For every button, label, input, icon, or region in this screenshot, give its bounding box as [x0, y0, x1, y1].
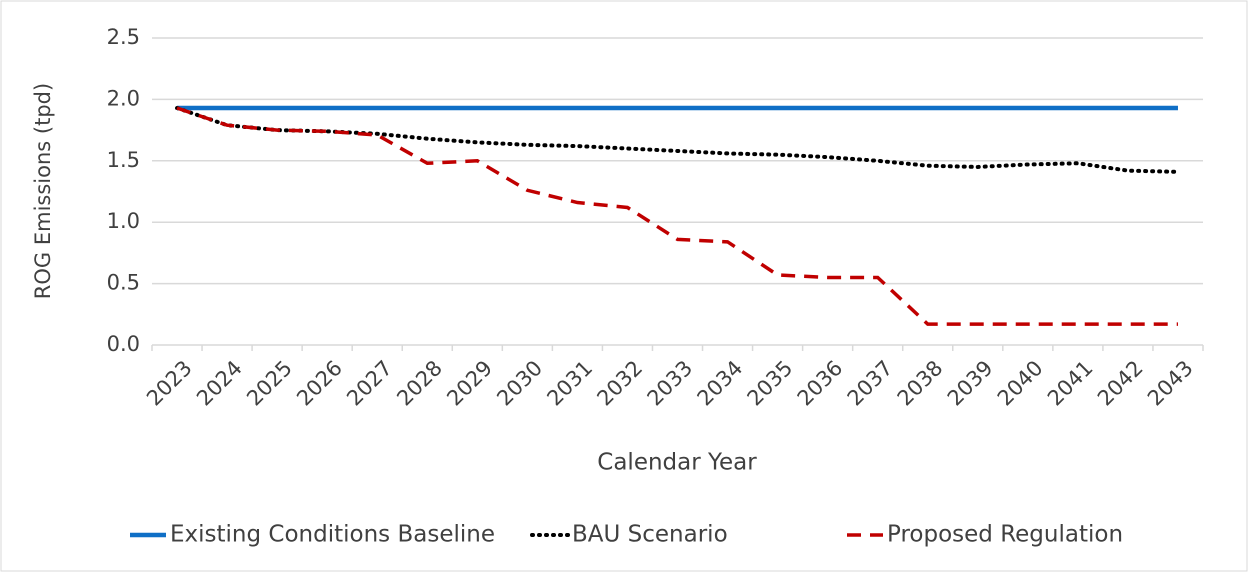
y-tick-label: 1.5 — [107, 148, 140, 172]
legend-label: Proposed Regulation — [887, 522, 1123, 548]
x-axis-label: Calendar Year — [597, 450, 757, 476]
y-axis-label: ROG Emissions (tpd) — [31, 83, 55, 299]
legend-label: BAU Scenario — [572, 522, 728, 548]
legend-label: Existing Conditions Baseline — [170, 522, 495, 548]
y-tick-label: 2.5 — [107, 25, 140, 49]
y-tick-label: 1.0 — [107, 209, 140, 233]
series-line — [176, 106, 1178, 326]
y-tick-label: 0.5 — [107, 271, 140, 295]
y-tick-label: 0.0 — [107, 332, 140, 356]
y-tick-label: 2.0 — [107, 86, 140, 110]
